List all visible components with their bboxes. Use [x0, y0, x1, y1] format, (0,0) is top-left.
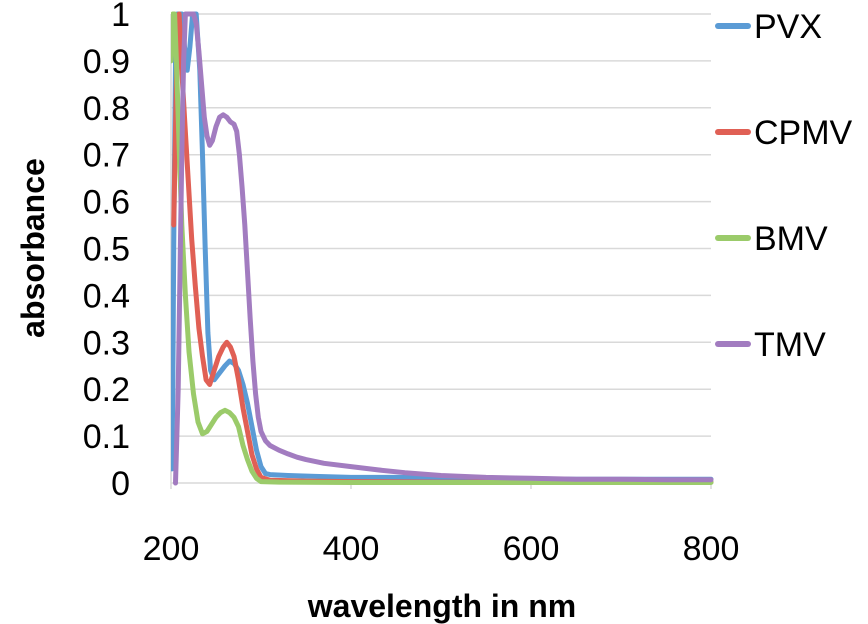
y-tick-label: 0.1	[83, 418, 130, 456]
y-tick-label: 0.7	[83, 137, 130, 175]
series-line-tmv	[173, 11, 714, 486]
legend: PVX CPMV BMV TMV	[715, 8, 853, 364]
legend-label-bmv: BMV	[754, 220, 828, 258]
gridlines	[171, 13, 711, 437]
y-tick-label: 0.4	[83, 277, 130, 315]
x-axis-title: wavelength in nm	[307, 588, 576, 624]
legend-label-cpmv: CPMV	[754, 114, 853, 152]
x-tick-label: 200	[143, 530, 200, 568]
x-tick-label: 800	[683, 530, 740, 568]
y-tick-label: 0.5	[83, 231, 130, 269]
y-tick-label: 0.9	[83, 43, 130, 81]
series-lines	[171, 11, 714, 486]
y-tick-label: 1	[111, 0, 130, 34]
y-tick-label: 0.2	[83, 371, 130, 409]
y-axis-title: absorbance	[15, 158, 51, 338]
x-tick-label: 400	[323, 530, 380, 568]
x-tick-label: 600	[503, 530, 560, 568]
legend-label-tmv: TMV	[754, 326, 826, 364]
x-tick-labels: 200 400 600 800	[143, 530, 740, 568]
y-tick-label: 0.3	[83, 324, 130, 362]
y-tick-labels: 0 0.1 0.2 0.3 0.4 0.5 0.6 0.7 0.8 0.9 1	[83, 0, 130, 503]
y-tick-label: 0	[111, 465, 130, 503]
legend-label-pvx: PVX	[754, 8, 822, 46]
y-tick-label: 0.6	[83, 184, 130, 222]
y-tick-label: 0.8	[83, 90, 130, 128]
series-line-pvx	[171, 11, 714, 482]
